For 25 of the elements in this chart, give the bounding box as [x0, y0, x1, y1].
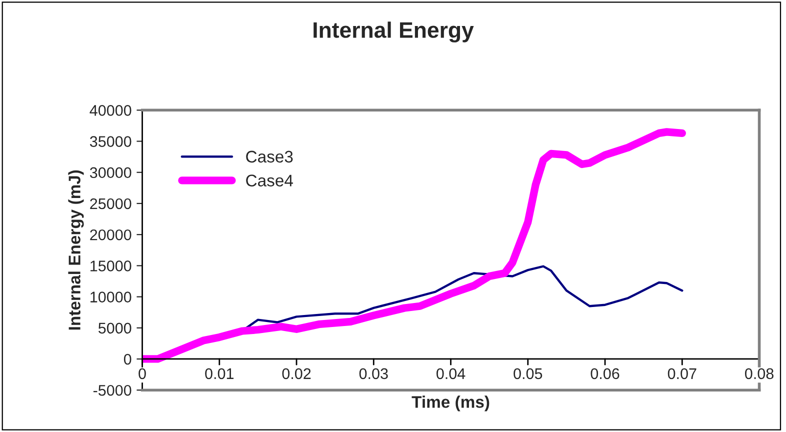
x-tick-label: 0.06	[590, 368, 620, 380]
x-tick-label: 0	[138, 368, 146, 380]
y-tick-label: 40000	[90, 105, 132, 116]
x-tick-label: 0.04	[436, 368, 466, 380]
x-tick-label: 0.01	[205, 368, 234, 380]
legend-label: Case4	[246, 174, 293, 186]
x-axis-title: Time (ms)	[412, 396, 490, 412]
line-series	[245, 265, 684, 329]
y-tick-label: 30000	[90, 167, 132, 178]
y-tick-label: 25000	[90, 198, 132, 210]
y-tick-label: 10000	[90, 292, 132, 302]
x-tick-label: 0.08	[745, 368, 774, 380]
y-tick-label: 20000	[90, 229, 132, 240]
y-tick-label: -5000	[93, 384, 132, 396]
chart-title: Internal Energy	[314, 22, 474, 42]
y-tick-label: 0	[124, 354, 132, 365]
y-tick-label: 5000	[98, 322, 132, 334]
x-tick-label: 0.02	[282, 368, 311, 380]
x-tick-label: 0.03	[359, 368, 388, 380]
y-tick-label: 35000	[90, 136, 132, 147]
y-tick-label: 15000	[90, 260, 132, 272]
legend-label: Case3	[246, 150, 293, 163]
x-tick-label: 0.07	[668, 368, 696, 380]
y-axis-title: Internal Energy (mJ)	[68, 170, 84, 330]
x-tick-label: 0.05	[514, 368, 542, 380]
